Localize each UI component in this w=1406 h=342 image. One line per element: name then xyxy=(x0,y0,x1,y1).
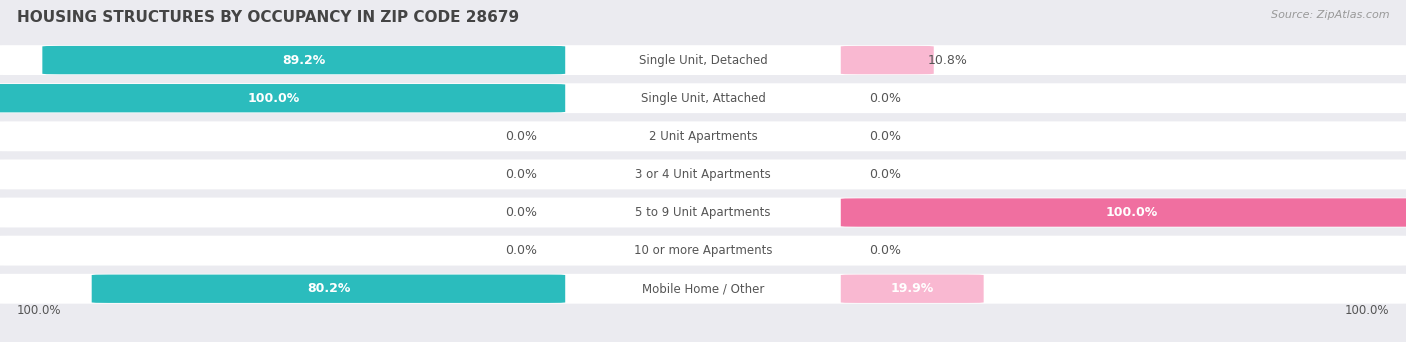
Text: 80.2%: 80.2% xyxy=(307,282,350,295)
FancyBboxPatch shape xyxy=(0,84,565,113)
Text: 100.0%: 100.0% xyxy=(1105,206,1159,219)
FancyBboxPatch shape xyxy=(0,121,1406,151)
FancyBboxPatch shape xyxy=(0,198,1406,227)
Text: 100.0%: 100.0% xyxy=(247,92,301,105)
Text: 3 or 4 Unit Apartments: 3 or 4 Unit Apartments xyxy=(636,168,770,181)
Text: Source: ZipAtlas.com: Source: ZipAtlas.com xyxy=(1271,10,1389,20)
FancyBboxPatch shape xyxy=(0,236,1406,266)
Text: 10.8%: 10.8% xyxy=(928,54,967,67)
Text: Mobile Home / Other: Mobile Home / Other xyxy=(641,282,765,295)
FancyBboxPatch shape xyxy=(42,46,565,74)
Text: 0.0%: 0.0% xyxy=(869,92,901,105)
Text: 0.0%: 0.0% xyxy=(869,130,901,143)
Text: 19.9%: 19.9% xyxy=(890,282,934,295)
Text: 0.0%: 0.0% xyxy=(505,244,537,257)
Text: 0.0%: 0.0% xyxy=(505,130,537,143)
FancyBboxPatch shape xyxy=(841,46,934,74)
Text: Single Unit, Detached: Single Unit, Detached xyxy=(638,54,768,67)
Text: 0.0%: 0.0% xyxy=(505,168,537,181)
FancyBboxPatch shape xyxy=(0,83,1406,113)
Text: 0.0%: 0.0% xyxy=(869,244,901,257)
Text: 0.0%: 0.0% xyxy=(505,206,537,219)
FancyBboxPatch shape xyxy=(841,198,1406,227)
Text: 89.2%: 89.2% xyxy=(283,54,325,67)
Text: 5 to 9 Unit Apartments: 5 to 9 Unit Apartments xyxy=(636,206,770,219)
Text: 100.0%: 100.0% xyxy=(1344,304,1389,317)
FancyBboxPatch shape xyxy=(91,275,565,303)
Text: 0.0%: 0.0% xyxy=(869,168,901,181)
Text: 100.0%: 100.0% xyxy=(17,304,62,317)
FancyBboxPatch shape xyxy=(0,274,1406,304)
Text: 10 or more Apartments: 10 or more Apartments xyxy=(634,244,772,257)
FancyBboxPatch shape xyxy=(0,45,1406,75)
Text: Single Unit, Attached: Single Unit, Attached xyxy=(641,92,765,105)
FancyBboxPatch shape xyxy=(841,275,984,303)
Text: HOUSING STRUCTURES BY OCCUPANCY IN ZIP CODE 28679: HOUSING STRUCTURES BY OCCUPANCY IN ZIP C… xyxy=(17,10,519,25)
FancyBboxPatch shape xyxy=(0,159,1406,189)
Text: 2 Unit Apartments: 2 Unit Apartments xyxy=(648,130,758,143)
